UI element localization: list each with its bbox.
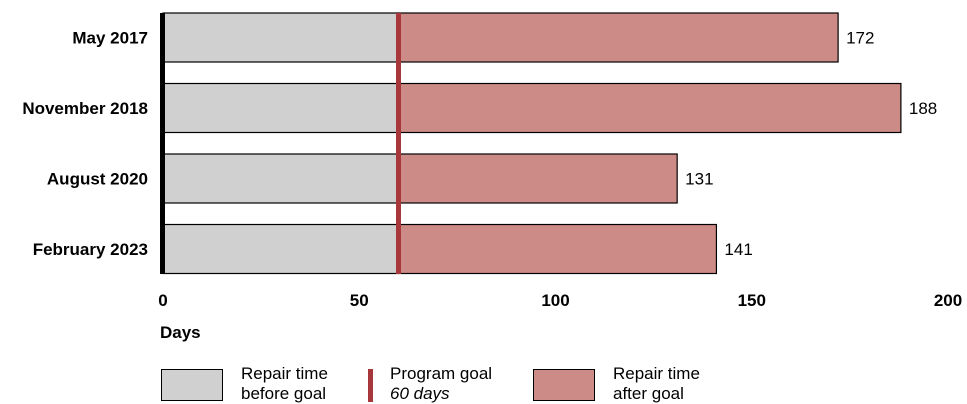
legend-label-program-goal: Program goal 60 days: [390, 364, 492, 404]
bar-segment-before-goal: [162, 153, 400, 204]
bar-value-label: 131: [685, 170, 713, 189]
bar-segment-after-goal: [397, 153, 678, 204]
bar-value-label: 188: [909, 99, 937, 118]
bar-segment-before-goal: [162, 82, 400, 134]
legend-after-line2: after goal: [613, 384, 684, 403]
legend-after-line1: Repair time: [613, 364, 700, 383]
x-tick-label: 0: [158, 291, 167, 310]
bar-segment-after-goal: [397, 82, 902, 134]
program-goal-line: [396, 13, 401, 274]
bar-value-label: 141: [724, 240, 752, 259]
legend-before-line2: before goal: [241, 384, 327, 403]
category-label: February 2023: [33, 240, 148, 259]
category-label: May 2017: [72, 29, 148, 48]
x-tick-label: 100: [541, 291, 569, 310]
legend-goal-line2: 60 days: [390, 384, 450, 403]
legend-swatch-before-goal: [161, 369, 223, 401]
legend-label-before-goal: Repair time before goal: [241, 364, 328, 404]
legend-goal-mark: [368, 369, 373, 402]
category-label: November 2018: [22, 99, 148, 118]
bar-segment-after-goal: [397, 223, 718, 275]
bar-value-label: 172: [846, 29, 874, 48]
legend: Repair time before goal Program goal 60 …: [0, 364, 967, 404]
y-axis-line: [160, 13, 165, 274]
category-labels-group: May 2017 November 2018 August 2020 February…: [22, 29, 148, 260]
x-tick-label: 150: [738, 291, 766, 310]
bar-segment-before-goal: [162, 223, 400, 275]
x-tick-label: 200: [934, 291, 962, 310]
bars-group: [160, 12, 902, 275]
legend-swatch-after-goal: [533, 369, 595, 401]
bar-segment-before-goal: [162, 12, 400, 63]
x-axis-title: Days: [160, 323, 201, 342]
bar-segment-after-goal: [397, 12, 839, 63]
value-labels-group: 172 188 131 141: [685, 29, 937, 260]
legend-before-line1: Repair time: [241, 364, 328, 383]
category-label: August 2020: [47, 170, 148, 189]
x-tick-labels-group: 0 50 100 150 200: [158, 291, 962, 310]
x-tick-label: 50: [350, 291, 369, 310]
legend-goal-line1: Program goal: [390, 364, 493, 383]
bar-chart: May 2017 November 2018 August 2020 February…: [22, 12, 962, 342]
legend-label-after-goal: Repair time after goal: [613, 364, 700, 404]
